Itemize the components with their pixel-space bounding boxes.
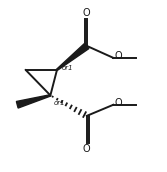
Polygon shape <box>16 95 51 108</box>
Text: O: O <box>83 8 91 18</box>
Text: O: O <box>114 98 122 108</box>
Text: O: O <box>83 144 91 154</box>
Text: or1: or1 <box>54 100 66 106</box>
Text: or1: or1 <box>62 65 73 71</box>
Polygon shape <box>57 43 89 70</box>
Text: O: O <box>114 51 122 61</box>
